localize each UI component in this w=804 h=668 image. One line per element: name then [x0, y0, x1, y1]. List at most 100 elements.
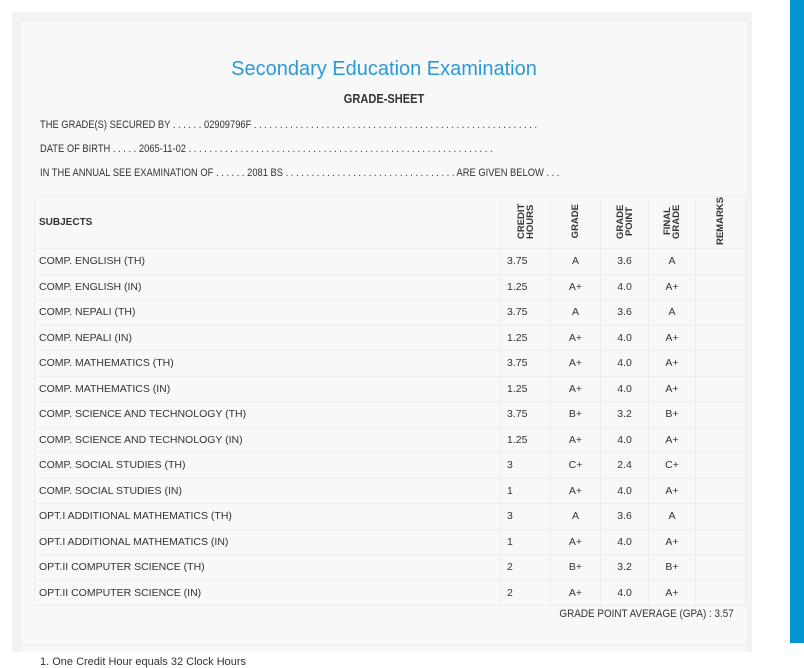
final-grade-cell: A+ — [648, 350, 696, 377]
final-grade-cell: A+ — [648, 375, 696, 403]
header-credit-hours: CREDIT HOURS — [500, 195, 551, 250]
final-grade-cell: A+ — [648, 426, 696, 454]
remarks-cell — [695, 401, 746, 428]
table-row: OPT.I ADDITIONAL MATHEMATICS (IN) 1 A+ 4.0 A… — [34, 528, 746, 556]
header-subjects: SUBJECTS — [34, 195, 501, 250]
grade-point-cell: 3.6 — [600, 248, 649, 275]
table-row: COMP. SCIENCE AND TECHNOLOGY (IN) 1.25 A+ 4… — [34, 426, 746, 454]
grade-cell: A+ — [550, 528, 601, 556]
dob-line: DATE OF BIRTH . . . . . 2065-11-02 . . .… — [40, 143, 493, 155]
grade-cell: A — [550, 503, 601, 530]
grade-sheet-card: Secondary Education Examination GRADE-SH… — [12, 12, 752, 668]
remarks-cell — [695, 477, 746, 505]
header-grade: GRADE — [550, 195, 601, 250]
remarks-cell — [695, 554, 746, 581]
grade-point-cell: 3.2 — [600, 554, 649, 581]
header-remarks: REMARKS — [695, 195, 746, 250]
grade-point-cell: 2.4 — [600, 452, 649, 479]
grade-point-cell: 4.0 — [600, 375, 649, 403]
secured-by-line: THE GRADE(S) SECURED BY . . . . . . 0290… — [40, 119, 538, 131]
remarks-cell — [695, 248, 746, 275]
subject-cell: COMP. SOCIAL STUDIES (IN) — [34, 477, 501, 505]
subject-cell: COMP. NEPALI (IN) — [34, 324, 501, 352]
remarks-cell — [695, 426, 746, 454]
final-grade-cell: C+ — [648, 452, 696, 479]
remarks-cell — [695, 273, 746, 301]
subject-cell: COMP. MATHEMATICS (TH) — [34, 350, 501, 377]
grade-point-cell: 4.0 — [600, 350, 649, 377]
remarks-cell — [695, 350, 746, 377]
page-title: Secondary Education Examination — [231, 58, 537, 80]
grade-cell: A+ — [550, 273, 601, 301]
grade-cell: A — [550, 299, 601, 326]
credit-hours-cell: 1 — [500, 528, 551, 556]
credit-hours-cell: 3 — [500, 503, 551, 530]
table-row: COMP. SOCIAL STUDIES (TH) 3 C+ 2.4 C+ — [34, 452, 746, 479]
header-grade-point: GRADE POINT — [600, 195, 649, 250]
grade-cell: A — [550, 248, 601, 275]
gpa-summary: GRADE POINT AVERAGE (GPA) : 3.57 — [559, 608, 734, 620]
grade-cell: A+ — [550, 477, 601, 505]
grade-point-cell: 4.0 — [600, 324, 649, 352]
grade-cell: A+ — [550, 579, 601, 607]
exam-line: IN THE ANNUAL SEE EXAMINATION OF . . . .… — [40, 167, 560, 179]
subject-cell: OPT.I ADDITIONAL MATHEMATICS (IN) — [34, 528, 501, 556]
grades-table: SUBJECTS CREDIT HOURS GRADE GRADE POINT … — [34, 195, 746, 607]
table-row: COMP. MATHEMATICS (IN) 1.25 A+ 4.0 A+ — [34, 375, 746, 403]
final-grade-cell: A+ — [648, 579, 696, 607]
final-grade-cell: B+ — [648, 554, 696, 581]
table-row: COMP. NEPALI (IN) 1.25 A+ 4.0 A+ — [34, 324, 746, 352]
sidebar-accent — [790, 0, 804, 643]
table-row: COMP. NEPALI (TH) 3.75 A 3.6 A — [34, 299, 746, 326]
subject-cell: COMP. SOCIAL STUDIES (TH) — [34, 452, 501, 479]
subject-cell: COMP. ENGLISH (IN) — [34, 273, 501, 301]
subject-cell: COMP. NEPALI (TH) — [34, 299, 501, 326]
credit-hours-cell: 3.75 — [500, 248, 551, 275]
remarks-cell — [695, 375, 746, 403]
grade-point-cell: 4.0 — [600, 579, 649, 607]
table-row: COMP. MATHEMATICS (TH) 3.75 A+ 4.0 A+ — [34, 350, 746, 377]
credit-hours-cell: 1.25 — [500, 426, 551, 454]
grade-point-cell: 3.6 — [600, 299, 649, 326]
grade-cell: B+ — [550, 554, 601, 581]
remarks-cell — [695, 324, 746, 352]
final-grade-cell: A+ — [648, 273, 696, 301]
credit-hours-cell: 1.25 — [500, 375, 551, 403]
final-grade-cell: A+ — [648, 324, 696, 352]
credit-hours-cell: 3 — [500, 452, 551, 479]
grade-cell: A+ — [550, 426, 601, 454]
grade-sheet-panel: Secondary Education Examination GRADE-SH… — [22, 22, 746, 668]
subject-cell: COMP. ENGLISH (TH) — [34, 248, 501, 275]
table-row: OPT.II COMPUTER SCIENCE (IN) 2 A+ 4.0 A+ — [34, 579, 746, 607]
credit-hours-cell: 1.25 — [500, 273, 551, 301]
remarks-cell — [695, 503, 746, 530]
final-grade-cell: A+ — [648, 477, 696, 505]
credit-hours-cell: 1.25 — [500, 324, 551, 352]
subject-cell: OPT.II COMPUTER SCIENCE (IN) — [34, 579, 501, 607]
final-grade-cell: A+ — [648, 528, 696, 556]
grade-point-cell: 4.0 — [600, 426, 649, 454]
grade-cell: A+ — [550, 324, 601, 352]
header-final-grade: FINAL GRADE — [648, 195, 696, 250]
grade-point-cell: 3.2 — [600, 401, 649, 428]
footnote: 1. One Credit Hour equals 32 Clock Hours — [40, 656, 247, 668]
table-row: COMP. SCIENCE AND TECHNOLOGY (TH) 3.75 B+ 3… — [34, 401, 746, 428]
remarks-cell — [695, 528, 746, 556]
final-grade-cell: A — [648, 248, 696, 275]
final-grade-cell: A — [648, 503, 696, 530]
remarks-cell — [695, 299, 746, 326]
grade-cell: C+ — [550, 452, 601, 479]
table-header-row: SUBJECTS CREDIT HOURS GRADE GRADE POINT … — [34, 195, 746, 250]
grade-sheet-heading: GRADE-SHEET — [343, 91, 425, 106]
table-row: COMP. SOCIAL STUDIES (IN) 1 A+ 4.0 A+ — [34, 477, 746, 505]
credit-hours-cell: 3.75 — [500, 350, 551, 377]
grade-point-cell: 4.0 — [600, 273, 649, 301]
credit-hours-cell: 2 — [500, 554, 551, 581]
grade-point-cell: 4.0 — [600, 477, 649, 505]
grade-point-cell: 3.6 — [600, 503, 649, 530]
credit-hours-cell: 2 — [500, 579, 551, 607]
credit-hours-cell: 3.75 — [500, 299, 551, 326]
final-grade-cell: A — [648, 299, 696, 326]
subject-cell: OPT.I ADDITIONAL MATHEMATICS (TH) — [34, 503, 501, 530]
table-row: OPT.I ADDITIONAL MATHEMATICS (TH) 3 A 3.6 A — [34, 503, 746, 530]
